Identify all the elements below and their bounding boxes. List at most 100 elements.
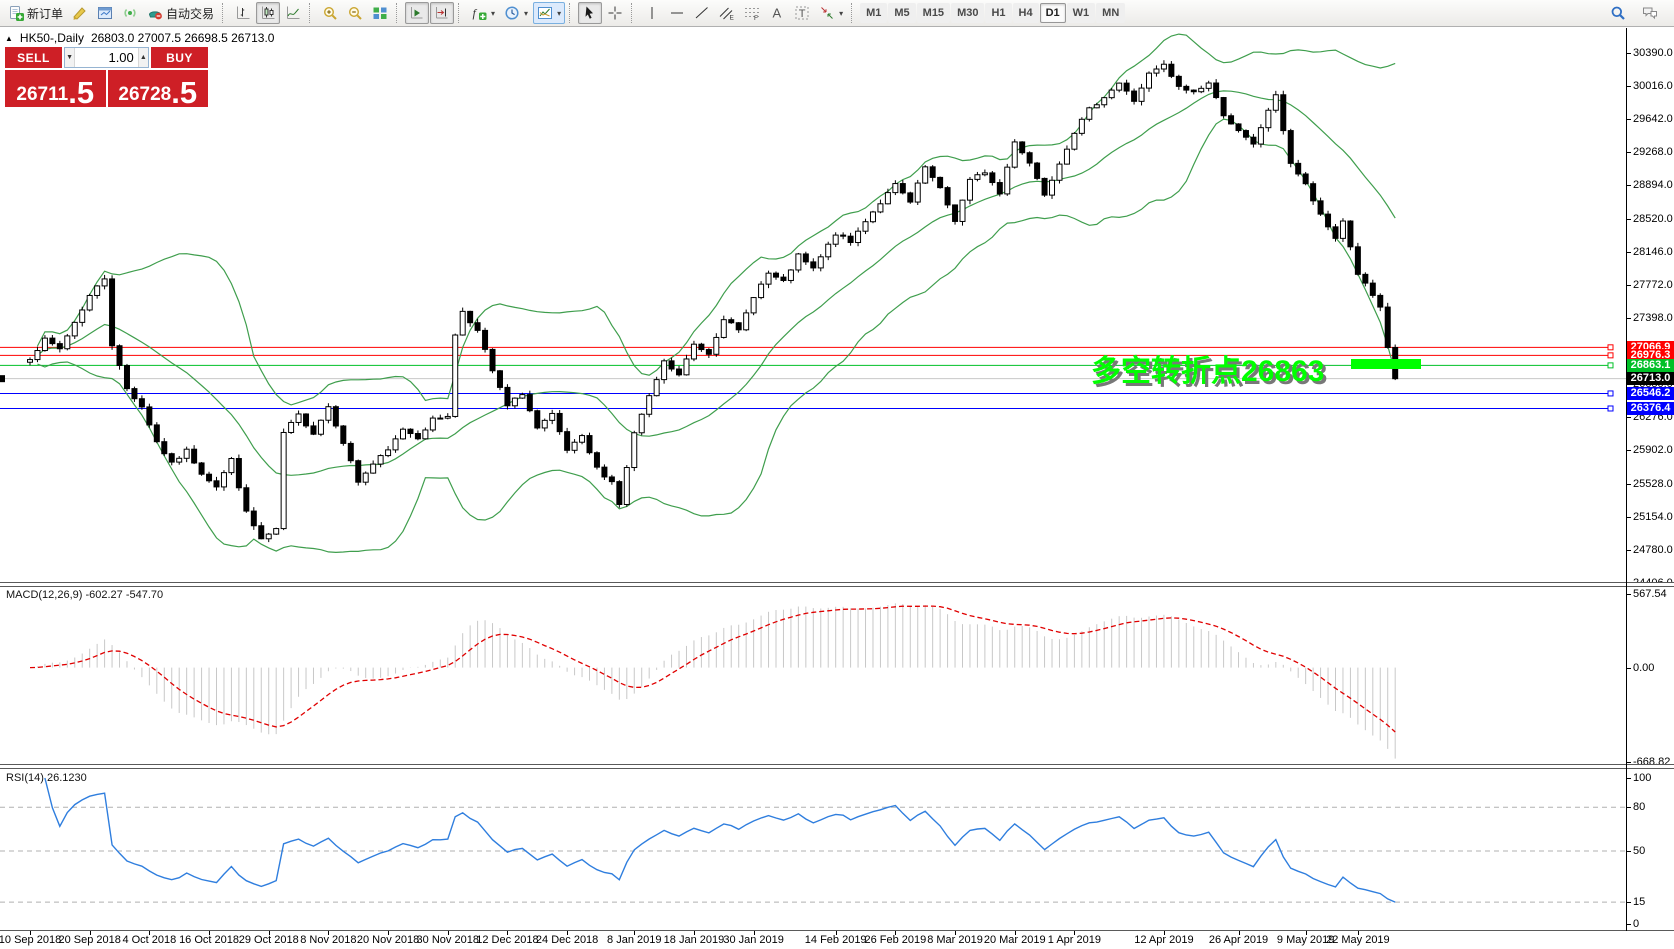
candle-bullish[interactable] (1049, 179, 1056, 196)
candle-bearish[interactable] (303, 413, 310, 427)
timeframe-h4-button[interactable]: H4 (1012, 3, 1039, 23)
dropdown-arrow-icon[interactable]: ▾ (557, 8, 562, 18)
candle-bullish[interactable] (974, 174, 981, 180)
candle-bullish[interactable] (1257, 127, 1264, 145)
candle-bearish[interactable] (556, 412, 563, 433)
candle-bearish[interactable] (698, 343, 705, 351)
indicators-button[interactable]: f ▾ (467, 2, 499, 24)
candle-bearish[interactable] (1168, 63, 1175, 77)
candle-bearish[interactable] (937, 176, 944, 189)
macd-signal-line[interactable] (29, 605, 1396, 733)
candle-bullish[interactable] (541, 419, 548, 429)
candle-bullish[interactable] (959, 199, 966, 222)
candle-bearish[interactable] (989, 172, 996, 184)
candle-bullish[interactable] (41, 337, 48, 352)
candle-bullish[interactable] (519, 394, 526, 399)
autotrading-button[interactable]: 自动交易 (143, 2, 218, 24)
candle-bullish[interactable] (288, 421, 295, 433)
candle-bullish[interactable] (787, 269, 794, 281)
candle-bearish[interactable] (56, 343, 63, 350)
candle-bullish[interactable] (27, 359, 33, 363)
candle-bullish[interactable] (623, 467, 630, 505)
candle-bullish[interactable] (1265, 109, 1272, 129)
line-end-marker[interactable] (1607, 362, 1614, 369)
candle-bearish[interactable] (601, 466, 608, 478)
candle-bearish[interactable] (1287, 130, 1294, 164)
candle-bearish[interactable] (1332, 226, 1339, 239)
candle-bearish[interactable] (1228, 115, 1235, 125)
candle-bearish[interactable] (161, 441, 168, 455)
candle-bearish[interactable] (1242, 130, 1249, 138)
candle-bullish[interactable] (571, 441, 578, 451)
candle-bullish[interactable] (392, 438, 399, 451)
candle-bullish[interactable] (758, 283, 765, 299)
candle-bearish[interactable] (206, 473, 213, 482)
buy-price[interactable]: 26728.5 (107, 70, 208, 108)
candle-bullish[interactable] (280, 431, 287, 530)
candle-bullish[interactable] (422, 429, 429, 440)
candle-bullish[interactable] (1339, 220, 1346, 239)
candle-bullish[interactable] (713, 336, 720, 355)
candle-bearish[interactable] (593, 452, 600, 468)
candle-bullish[interactable] (1146, 72, 1152, 89)
candle-bullish[interactable] (273, 528, 280, 535)
candle-bearish[interactable] (1295, 162, 1302, 175)
candle-bullish[interactable] (183, 448, 190, 459)
candle-bearish[interactable] (235, 458, 242, 489)
panel-separator[interactable] (0, 764, 1674, 769)
candle-bearish[interactable] (929, 166, 936, 178)
candle-bearish[interactable] (116, 345, 123, 367)
candle-bullish[interactable] (101, 278, 108, 287)
candle-bearish[interactable] (109, 278, 116, 347)
candle-bearish[interactable] (474, 322, 481, 331)
candle-bearish[interactable] (1183, 85, 1190, 91)
candle-bearish[interactable] (773, 272, 779, 278)
line-end-marker[interactable] (1607, 405, 1614, 412)
candle-bullish[interactable] (295, 413, 302, 423)
candle-bullish[interactable] (1071, 132, 1078, 150)
candle-bearish[interactable] (840, 234, 847, 237)
candle-bearish[interactable] (504, 386, 511, 407)
candle-bullish[interactable] (1093, 104, 1100, 109)
candle-bearish[interactable] (332, 406, 339, 427)
candle-bearish[interactable] (899, 183, 906, 194)
candle-bearish[interactable] (49, 337, 56, 345)
crosshair-button[interactable] (603, 2, 627, 24)
candle-bearish[interactable] (1325, 213, 1332, 228)
candle-bearish[interactable] (1041, 177, 1048, 196)
timeframe-h1-button[interactable]: H1 (985, 3, 1012, 23)
candle-bearish[interactable] (414, 433, 421, 440)
candle-bullish[interactable] (64, 335, 71, 350)
fibonacci-button[interactable]: F (740, 2, 764, 24)
dropdown-arrow-icon[interactable]: ▾ (524, 8, 529, 18)
candle-bullish[interactable] (720, 319, 727, 338)
candle-bullish[interactable] (653, 379, 660, 397)
candle-bearish[interactable] (250, 510, 257, 527)
candle-bullish[interactable] (1108, 89, 1115, 99)
candle-bearish[interactable] (1250, 136, 1257, 145)
candle-bullish[interactable] (817, 256, 824, 269)
line-end-marker[interactable] (1607, 352, 1614, 359)
candle-bearish[interactable] (1347, 220, 1354, 248)
candle-bullish[interactable] (370, 463, 377, 474)
candle-bullish[interactable] (690, 343, 697, 360)
zoom-out-button[interactable] (343, 2, 367, 24)
candle-bearish[interactable] (676, 368, 683, 376)
candle-bullish[interactable] (34, 350, 41, 361)
candle-bearish[interactable] (907, 192, 914, 203)
candle-bearish[interactable] (168, 453, 175, 463)
candle-bearish[interactable] (1317, 200, 1324, 215)
rsi-line[interactable] (44, 777, 1396, 903)
candle-bullish[interactable] (176, 457, 183, 463)
bollinger-upper-band[interactable] (36, 33, 1396, 406)
timeframe-d1-button[interactable]: D1 (1039, 3, 1066, 23)
annotation-highlight-bar[interactable] (1351, 359, 1421, 369)
timeframe-m1-button[interactable]: M1 (860, 3, 888, 23)
candle-bullish[interactable] (86, 294, 93, 311)
timeframe-w1-button[interactable]: W1 (1066, 3, 1096, 23)
candle-bearish[interactable] (123, 365, 130, 390)
candle-bullish[interactable] (1056, 163, 1063, 181)
candle-bullish[interactable] (1101, 97, 1108, 106)
candle-bullish[interactable] (884, 192, 891, 205)
templates-button[interactable]: ▾ (533, 2, 566, 24)
